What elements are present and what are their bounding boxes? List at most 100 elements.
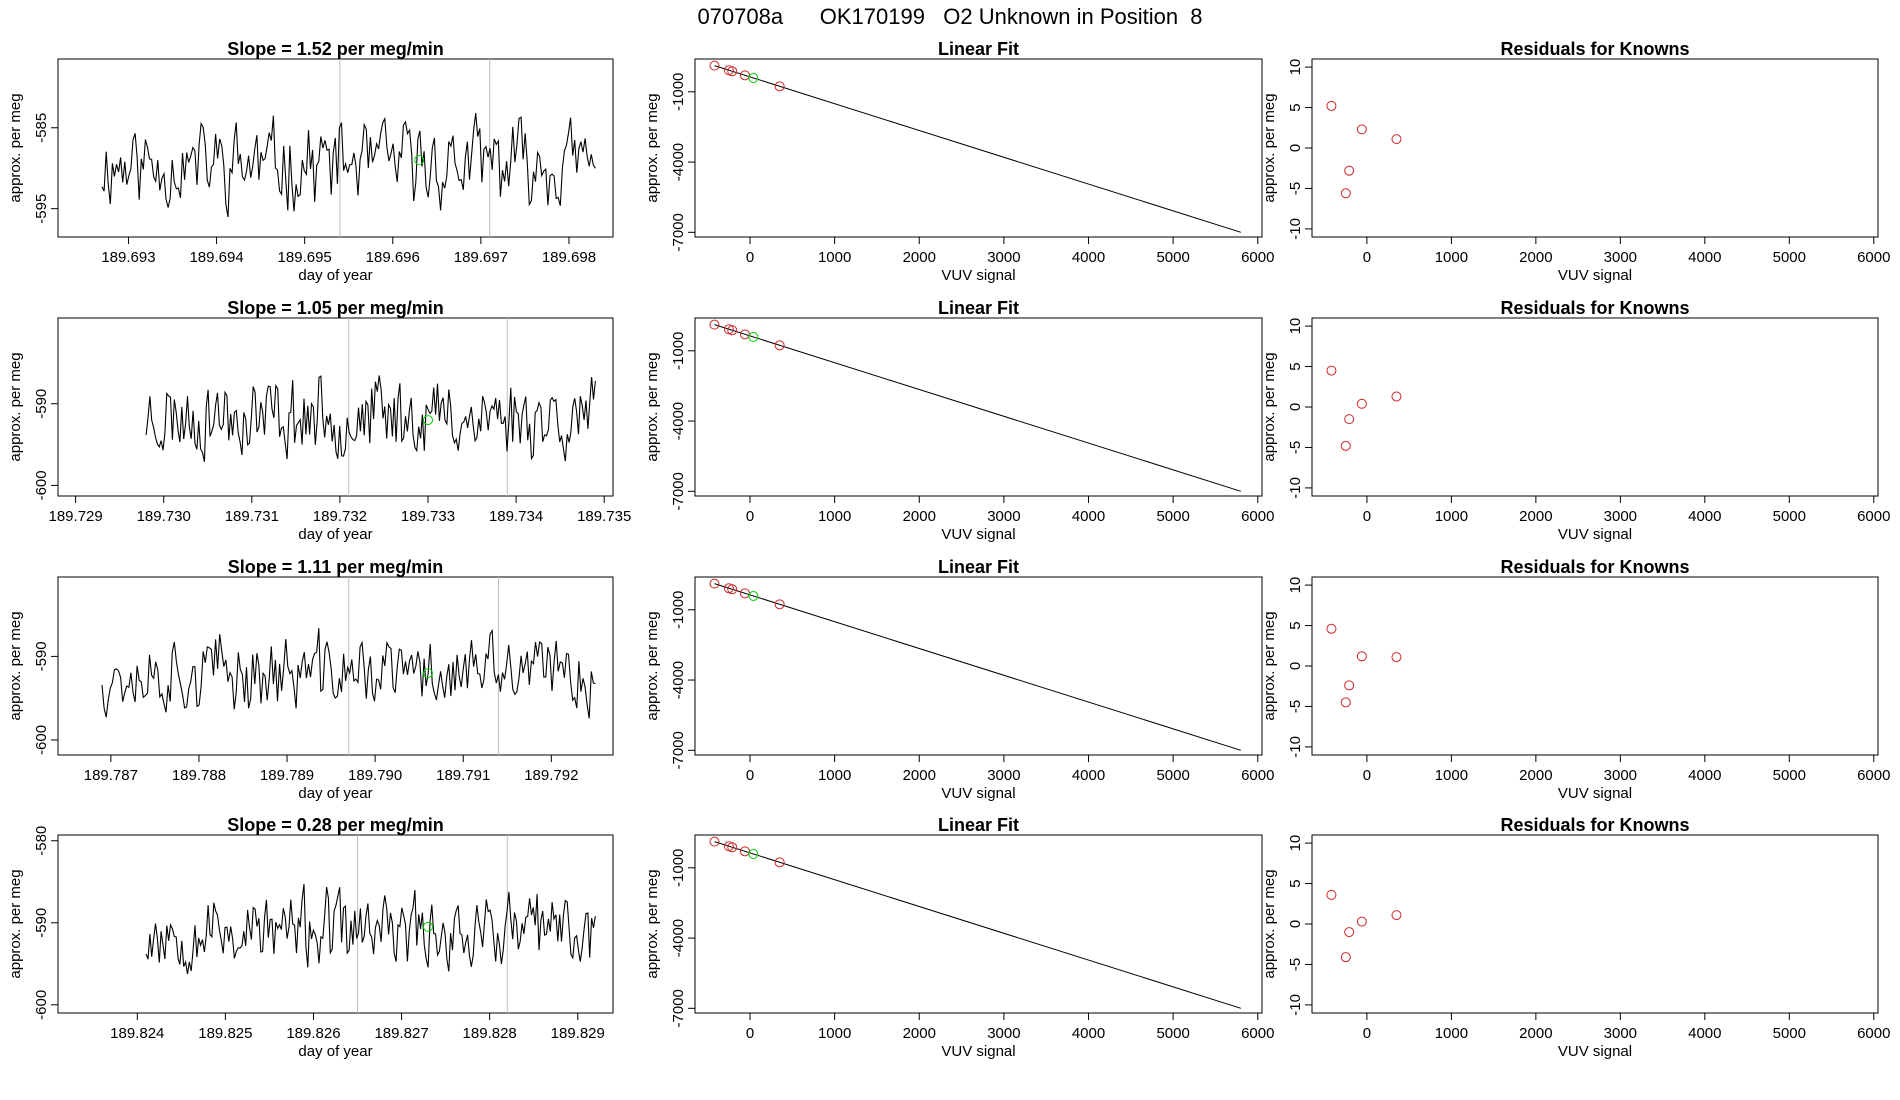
- x-axis-label: day of year: [298, 526, 372, 543]
- x-tick-label: 189.735: [577, 508, 631, 525]
- x-axis-label: VUV signal: [1558, 1043, 1632, 1060]
- plot-area: [709, 578, 1241, 751]
- y-tick-label: 5: [1287, 103, 1304, 111]
- panel-title: Linear Fit: [938, 298, 1019, 318]
- y-tick-label: 0: [1287, 920, 1304, 928]
- x-tick-label: 2000: [1519, 249, 1552, 266]
- x-tick-label: 189.789: [260, 767, 314, 784]
- y-tick-label: 0: [1287, 662, 1304, 670]
- residual-point: [1344, 414, 1355, 425]
- x-tick-label: 0: [746, 1025, 754, 1042]
- known-point: [727, 325, 738, 336]
- y-tick-label: -7000: [670, 472, 687, 510]
- x-tick-label: 189.734: [489, 508, 543, 525]
- x-tick-label: 5000: [1156, 249, 1189, 266]
- y-tick-label: -590: [33, 641, 50, 671]
- panel-title: Linear Fit: [938, 815, 1019, 835]
- panel-r2c2: Residuals for Knowns 0 1000 2000 3000 4000 500…: [1261, 557, 1890, 802]
- y-tick-label: -1000: [670, 73, 687, 111]
- y-tick-label: 0: [1287, 144, 1304, 152]
- panel-title: Residuals for Knowns: [1500, 39, 1689, 59]
- known-point: [709, 319, 720, 330]
- panel-r1c0: Slope = 1.05 per meg/min 189.729 189.730 18…: [7, 298, 631, 543]
- x-tick-label: 189.791: [436, 767, 490, 784]
- unknown-point: [423, 668, 433, 679]
- x-tick-label: 189.827: [374, 1025, 428, 1042]
- x-tick-label: 5000: [1156, 767, 1189, 784]
- y-tick-label: 5: [1287, 879, 1304, 887]
- residual-point: [1344, 680, 1355, 691]
- y-tick-label: 10: [1287, 835, 1304, 852]
- plot-area: [709, 836, 1241, 1009]
- x-tick-label: 3000: [987, 1025, 1020, 1042]
- residual-point: [1326, 365, 1337, 376]
- y-tick-label: -7000: [670, 213, 687, 251]
- residual-point: [1356, 124, 1367, 135]
- fit-line: [714, 324, 1241, 492]
- panel-title: Residuals for Knowns: [1500, 557, 1689, 577]
- y-axis-label: approx. per meg: [1261, 869, 1278, 978]
- x-tick-label: 189.826: [286, 1025, 340, 1042]
- x-tick-label: 5000: [1156, 1025, 1189, 1042]
- x-axis-label: VUV signal: [941, 526, 1015, 543]
- y-axis-label: approx. per meg: [1261, 611, 1278, 720]
- panel-r3c1: Linear Fit 0 1000 2000 3000 4000 5000 6000 VUV s…: [644, 815, 1274, 1060]
- x-tick-label: 5000: [1156, 508, 1189, 525]
- x-tick-label: 2000: [903, 249, 936, 266]
- known-point: [774, 599, 785, 610]
- x-tick-label: 3000: [1604, 1025, 1637, 1042]
- x-tick-label: 189.698: [542, 249, 596, 266]
- y-tick-label: -10: [1287, 994, 1304, 1016]
- known-point: [709, 578, 720, 589]
- x-tick-label: 0: [746, 249, 754, 266]
- known-point: [709, 836, 720, 847]
- x-tick-label: 189.829: [551, 1025, 605, 1042]
- panel-r0c2: Residuals for Knowns 0 1000 2000 3000 4000 500…: [1261, 39, 1890, 284]
- plot-area: [145, 318, 596, 496]
- unknown-point: [423, 921, 433, 932]
- y-tick-label: -4000: [670, 402, 687, 440]
- y-tick-label: -10: [1287, 218, 1304, 240]
- unknown-point: [423, 415, 433, 426]
- plot-frame: [694, 834, 1263, 1014]
- panel-title: Slope = 1.11 per meg/min: [228, 557, 444, 577]
- y-axis-label: approx. per meg: [7, 611, 24, 720]
- y-tick-label: -7000: [670, 989, 687, 1027]
- data-series-line: [145, 884, 596, 975]
- y-tick-label: 5: [1287, 621, 1304, 629]
- x-tick-label: 189.788: [172, 767, 226, 784]
- plot-frame: [694, 317, 1263, 497]
- known-point: [727, 842, 738, 853]
- panel-r1c1: Linear Fit 0 1000 2000 3000 4000 5000 6000 VUV s…: [644, 298, 1274, 543]
- x-axis-label: VUV signal: [1558, 785, 1632, 802]
- panel-title: Slope = 0.28 per meg/min: [227, 815, 444, 835]
- x-tick-label: 6000: [1241, 249, 1274, 266]
- x-tick-label: 6000: [1241, 1025, 1274, 1042]
- x-tick-label: 1000: [1435, 1025, 1468, 1042]
- y-tick-label: -600: [33, 725, 50, 755]
- residual-point: [1344, 165, 1355, 176]
- x-tick-label: 6000: [1857, 249, 1890, 266]
- y-axis-label: approx. per meg: [7, 869, 24, 978]
- y-tick-label: -1000: [670, 591, 687, 629]
- x-tick-label: 2000: [1519, 508, 1552, 525]
- residual-point: [1326, 623, 1337, 634]
- residual-point: [1356, 651, 1367, 662]
- unknown-point: [748, 73, 759, 84]
- x-tick-label: 1000: [818, 1025, 851, 1042]
- residual-point: [1340, 697, 1351, 708]
- known-point: [727, 584, 738, 595]
- x-tick-label: 1000: [1435, 249, 1468, 266]
- y-tick-label: -5: [1287, 182, 1304, 195]
- y-axis-label: approx. per meg: [644, 93, 661, 202]
- x-tick-label: 6000: [1241, 508, 1274, 525]
- x-tick-label: 3000: [1604, 249, 1637, 266]
- y-axis-label: approx. per meg: [7, 93, 24, 202]
- x-tick-label: 189.732: [313, 508, 367, 525]
- x-tick-label: 3000: [987, 508, 1020, 525]
- x-tick-label: 0: [1363, 1025, 1371, 1042]
- data-series-line: [145, 375, 596, 462]
- x-tick-label: 2000: [1519, 767, 1552, 784]
- x-tick-label: 5000: [1773, 1025, 1806, 1042]
- x-tick-label: 1000: [818, 767, 851, 784]
